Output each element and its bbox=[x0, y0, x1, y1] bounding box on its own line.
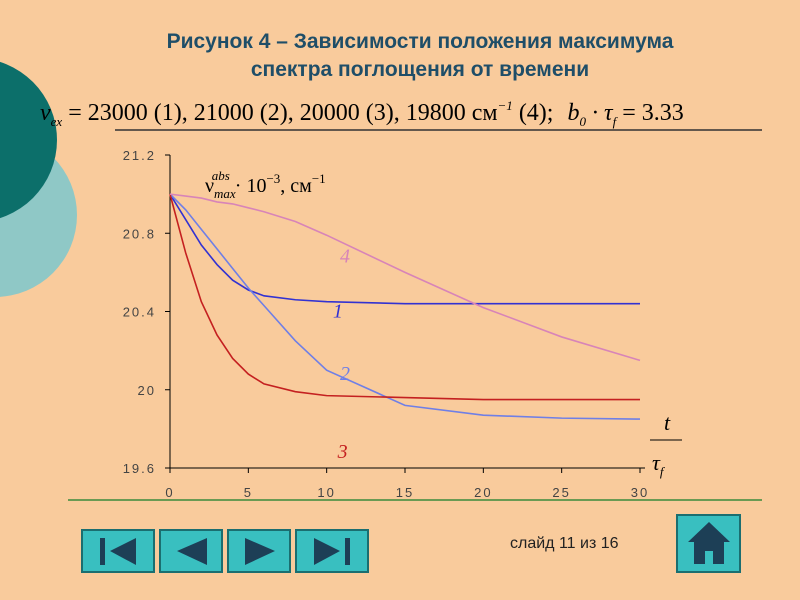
y-tick-label: 21.2 bbox=[123, 148, 156, 163]
icon bbox=[177, 538, 207, 565]
y-tick-label: 20 bbox=[138, 383, 156, 398]
nav-home[interactable] bbox=[676, 514, 741, 573]
x-tick-label: 15 bbox=[396, 485, 414, 500]
x-tick-label: 30 bbox=[631, 485, 649, 500]
icon bbox=[245, 538, 275, 565]
x-axis-label: τf bbox=[652, 450, 666, 479]
x-tick-label: 20 bbox=[474, 485, 492, 500]
x-tick-label: 0 bbox=[165, 485, 174, 500]
x-tick-label: 25 bbox=[552, 485, 570, 500]
label-part: f bbox=[660, 464, 666, 479]
series-line bbox=[169, 193, 641, 420]
series-label: 4 bbox=[340, 246, 350, 268]
icon bbox=[100, 538, 105, 565]
y-tick-label: 20.8 bbox=[123, 226, 156, 241]
series-line bbox=[169, 193, 640, 401]
formula-part: = 3.33 bbox=[616, 100, 684, 126]
y-tick-label: 20.4 bbox=[123, 305, 156, 320]
formula-part: = 23000 (1), 21000 (2), 20000 (3), 19800… bbox=[62, 100, 497, 126]
title: Рисунок 4 – Зависимости положения максим… bbox=[167, 30, 674, 53]
series-label: 3 bbox=[337, 441, 348, 463]
series-line bbox=[169, 193, 641, 362]
formula-part: −1 bbox=[498, 98, 513, 113]
label-part: , см bbox=[280, 175, 312, 197]
icon bbox=[110, 538, 136, 565]
icon bbox=[705, 551, 713, 564]
label-part: ν bbox=[205, 175, 214, 197]
decor-circle bbox=[0, 61, 57, 219]
formula-part: (4); bbox=[513, 100, 554, 126]
label-part: τ bbox=[652, 450, 661, 475]
series-label: 2 bbox=[340, 363, 350, 385]
y-tick-label: 19.6 bbox=[123, 461, 156, 476]
label-part: −1 bbox=[312, 171, 326, 186]
formula-part: f bbox=[613, 114, 619, 129]
nav-next[interactable] bbox=[227, 529, 291, 573]
slide-counter: слайд 11 из 16 bbox=[510, 535, 619, 552]
label-part: · 10 bbox=[230, 175, 267, 197]
nav-prev[interactable] bbox=[159, 529, 223, 573]
formula-part: ν bbox=[40, 100, 51, 126]
series-line bbox=[169, 193, 640, 305]
y-axis-label: νmax abs · 10−3, см−1 bbox=[205, 168, 326, 201]
x-tick-label: 10 bbox=[317, 485, 335, 500]
x-tick-label: 5 bbox=[244, 485, 253, 500]
series-label: 1 bbox=[333, 300, 343, 322]
nav-last[interactable] bbox=[295, 529, 369, 573]
x-axis-label: t bbox=[664, 410, 671, 435]
formula-part: · τ bbox=[586, 100, 614, 126]
formula-part: ex bbox=[51, 114, 63, 129]
icon bbox=[314, 538, 340, 565]
icon bbox=[345, 538, 350, 565]
title: спектра поглощения от времени bbox=[251, 58, 589, 81]
icon bbox=[688, 522, 730, 542]
label-part: abs bbox=[212, 168, 230, 183]
label-part: max bbox=[214, 186, 236, 201]
label-part: −3 bbox=[266, 171, 280, 186]
formula: νex = 23000 (1), 21000 (2), 20000 (3), 1… bbox=[40, 98, 684, 129]
formula-part: b bbox=[567, 100, 579, 126]
nav-first[interactable] bbox=[81, 529, 155, 573]
formula-part: 0 bbox=[579, 114, 586, 129]
